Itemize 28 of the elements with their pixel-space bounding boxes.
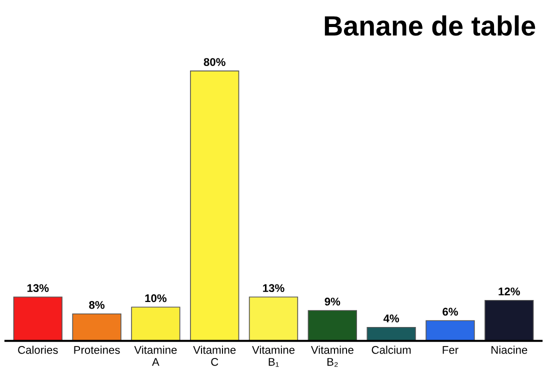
bar — [190, 70, 240, 341]
x-tick-label: Vitamine B₂ — [310, 346, 354, 367]
data-label: 12% — [498, 288, 520, 296]
x-tick-label: Vitamine A — [134, 346, 177, 366]
data-label: 10% — [145, 294, 167, 302]
x-tick-label: Calcium — [372, 346, 411, 354]
data-label: 6% — [442, 308, 458, 316]
bar — [72, 313, 122, 341]
x-tick-label: Niacine — [492, 346, 528, 354]
chart-title: Banane de table — [324, 15, 536, 36]
bar — [426, 320, 475, 341]
x-tick-label: Calories — [18, 346, 58, 354]
bar — [366, 326, 416, 341]
x-tick-label: Vitamine B₁ — [252, 346, 295, 367]
bar — [131, 306, 180, 341]
data-label: 13% — [27, 284, 49, 292]
data-label: 9% — [324, 298, 340, 306]
bar — [484, 300, 534, 341]
bar — [308, 310, 357, 341]
x-tick-label: Proteines — [74, 346, 120, 354]
data-label: 13% — [263, 284, 284, 292]
x-tick-label: Fer — [442, 346, 458, 354]
bar — [13, 296, 62, 341]
data-label: 80% — [204, 58, 226, 66]
bar — [248, 296, 298, 341]
data-label: 4% — [383, 314, 400, 322]
data-label: 8% — [89, 301, 105, 309]
x-tick-label: Vitamine C — [193, 346, 236, 366]
